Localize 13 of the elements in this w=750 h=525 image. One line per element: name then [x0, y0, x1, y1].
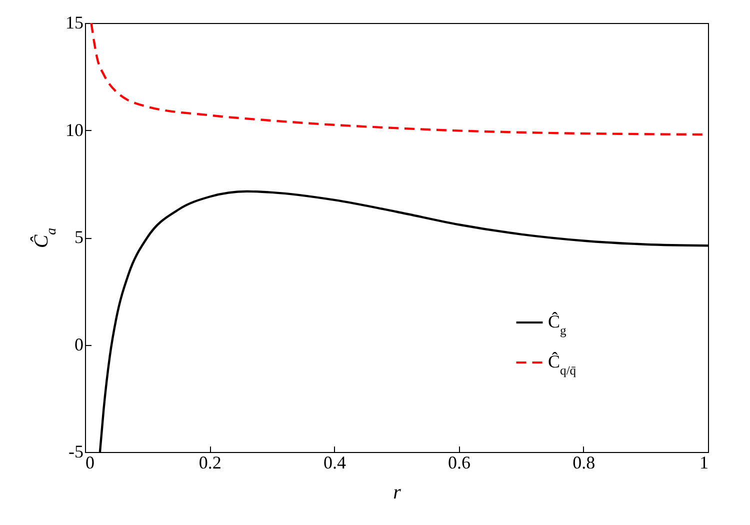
- legend-label: Ĉ$_{q/q̄}$: [548, 352, 577, 378]
- x-tick-label: 0.4: [323, 452, 346, 472]
- y-tick-label: 15: [66, 12, 84, 32]
- x-tick-label: 0.2: [198, 452, 222, 472]
- y-tick-label: 10: [66, 120, 84, 140]
- y-tick-label: -5: [68, 442, 84, 462]
- legend-label: Ĉ$_{g}$: [548, 312, 568, 338]
- y-tick-label: 0: [74, 334, 84, 354]
- y-tick-label: 5: [74, 227, 84, 247]
- x-axis-title: r: [393, 482, 402, 504]
- x-tick-label: 0.6: [448, 452, 471, 472]
- x-tick-label: 1: [700, 452, 708, 472]
- x-tick-label: 0.8: [572, 452, 596, 472]
